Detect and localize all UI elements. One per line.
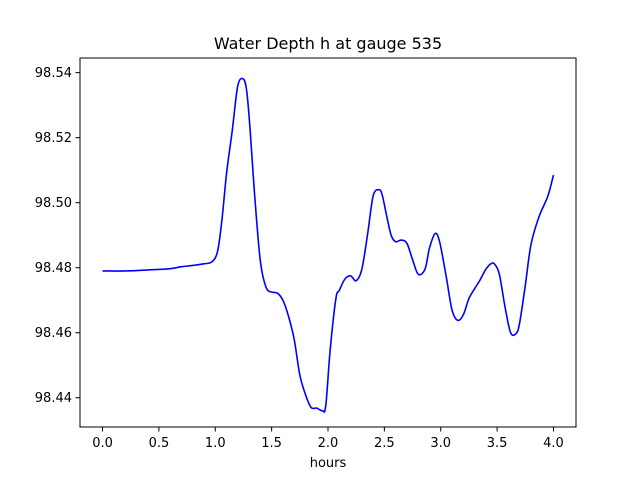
x-tick-label: 1.5 xyxy=(261,436,282,451)
y-tick-label: 98.46 xyxy=(35,326,72,341)
y-tick-label: 98.44 xyxy=(35,391,72,406)
y-tick-label: 98.54 xyxy=(35,66,72,81)
y-tick-label: 98.52 xyxy=(35,131,72,146)
plot-area xyxy=(102,77,555,413)
x-tick-label: 2.0 xyxy=(318,436,339,451)
y-tick-label: 98.50 xyxy=(35,196,72,211)
x-tick-label: 1.0 xyxy=(205,436,226,451)
x-tick-label: 3.5 xyxy=(487,436,508,451)
x-axis-label: hours xyxy=(310,456,347,471)
chart-title: Water Depth h at gauge 535 xyxy=(214,34,442,53)
y-tick-label: 98.48 xyxy=(35,261,72,276)
x-tick-label: 4.0 xyxy=(543,436,564,451)
series-line xyxy=(102,77,555,413)
x-tick-label: 2.5 xyxy=(374,436,395,451)
x-tick-label: 3.0 xyxy=(430,436,451,451)
y-axis: 98.44 98.46 98.48 98.50 98.52 98.54 xyxy=(35,66,80,406)
x-tick-label: 0.5 xyxy=(149,436,170,451)
x-axis: 0.0 0.5 1.0 1.5 2.0 2.5 3.0 3.5 4.0 xyxy=(92,427,564,451)
x-tick-label: 0.0 xyxy=(92,436,113,451)
